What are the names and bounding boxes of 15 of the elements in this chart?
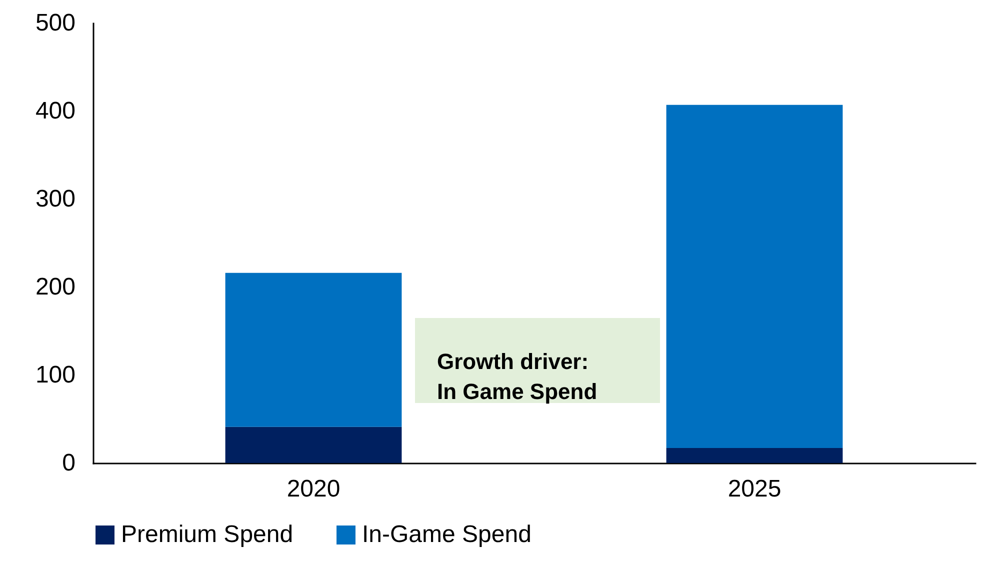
bar <box>666 104 843 448</box>
y-tick-label: 400 <box>35 98 76 124</box>
bar <box>666 448 843 463</box>
y-tick-label: 100 <box>35 362 76 388</box>
x-tick-label: 2020 <box>286 476 340 502</box>
legend-label: In-Game Spend <box>362 521 532 548</box>
y-tick-label: 500 <box>35 10 76 36</box>
annotation: Growth driver: In Game Spend <box>437 349 598 404</box>
legend-label: Premium Spend <box>121 521 294 548</box>
y-tick-label: 200 <box>35 274 76 300</box>
bar <box>225 272 402 427</box>
y-tick-label: 0 <box>62 450 76 476</box>
x-tick-label: 2025 <box>728 476 782 502</box>
bar <box>225 426 402 463</box>
y-tick-label: 300 <box>35 186 76 212</box>
